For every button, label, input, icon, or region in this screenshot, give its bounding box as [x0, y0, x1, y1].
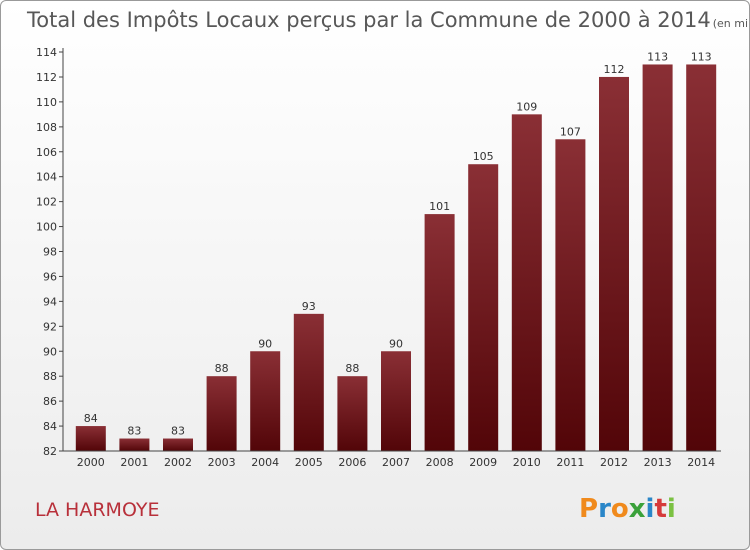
bar	[381, 351, 411, 451]
bar	[599, 76, 629, 451]
y-tick-label: 84	[43, 420, 57, 433]
bar-value-label: 109	[516, 100, 537, 113]
bar-value-label: 90	[389, 337, 403, 350]
logo-letter: t	[654, 494, 666, 524]
bar	[293, 313, 324, 451]
bar-value-label: 84	[84, 412, 98, 425]
y-tick-label: 110	[36, 96, 57, 109]
bar	[686, 64, 717, 451]
bar	[337, 376, 368, 451]
bar-value-label: 83	[171, 425, 185, 438]
x-tick-label: 2002	[164, 456, 192, 469]
x-tick-label: 2004	[251, 456, 279, 469]
y-tick-label: 94	[43, 295, 57, 308]
y-tick-label: 112	[36, 71, 57, 84]
bar-value-label: 105	[473, 150, 494, 163]
y-tick-label: 114	[36, 46, 57, 59]
bar	[468, 164, 499, 451]
bar	[511, 114, 542, 451]
bar-value-label: 101	[429, 200, 450, 213]
bar-value-label: 88	[215, 362, 229, 375]
logo-letter: r	[598, 494, 611, 524]
bar	[163, 438, 193, 451]
commune-name: LA HARMOYE	[35, 499, 159, 521]
x-tick-label: 2007	[382, 456, 410, 469]
x-tick-label: 2012	[600, 456, 628, 469]
bar-value-label: 112	[604, 63, 625, 76]
y-axis: 82 84 86 88 90 92 94 96 98 100 102 104 106 108 110 112 1…	[36, 46, 64, 458]
bar	[250, 351, 281, 451]
x-tick-label: 2005	[295, 456, 323, 469]
bar	[555, 139, 586, 451]
y-tick-label: 96	[43, 270, 57, 283]
chart-title-unit: (en milliers d'€)	[713, 17, 749, 30]
x-tick-label: 2003	[208, 456, 236, 469]
bar-value-label: 113	[691, 50, 712, 63]
bars: 84 83 83 88 90 93 88 90 101 105 109 107 112 113 113	[75, 50, 717, 451]
logo-letter: i	[646, 494, 655, 524]
logo-letter: i	[667, 494, 676, 524]
y-tick-label: 86	[43, 395, 57, 408]
y-tick-label: 98	[43, 246, 57, 259]
bar-value-label: 90	[258, 337, 272, 350]
x-axis: 2000 2001 2002 2003 2004 2005 2006 2007 2008 2009…	[63, 450, 721, 469]
chart-title-main: Total des Impôts Locaux perçus par la Co…	[26, 8, 711, 32]
y-tick-label: 104	[36, 171, 57, 184]
y-tick-label: 108	[36, 121, 57, 134]
x-tick-label: 2010	[513, 456, 541, 469]
bar	[119, 438, 150, 451]
chart-title: Total des Impôts Locaux perçus par la Co…	[26, 8, 749, 32]
x-tick-label: 2001	[120, 456, 148, 469]
y-tick-label: 82	[43, 445, 57, 458]
logo-letter: x	[629, 494, 646, 524]
bar-value-label: 107	[560, 125, 581, 138]
bar	[206, 376, 237, 451]
logo-letter: P	[579, 494, 598, 524]
bar-value-label: 113	[647, 50, 668, 63]
y-tick-label: 92	[43, 320, 57, 333]
x-tick-label: 2009	[469, 456, 497, 469]
y-tick-label: 90	[43, 345, 57, 358]
bar-value-label: 93	[302, 300, 316, 313]
x-tick-label: 2011	[556, 456, 584, 469]
proxiti-logo[interactable]: Proxiti	[579, 494, 676, 524]
x-tick-label: 2013	[644, 456, 672, 469]
x-tick-label: 2008	[426, 456, 454, 469]
bar	[424, 214, 455, 451]
bar	[642, 64, 673, 451]
y-tick-label: 102	[36, 196, 57, 209]
logo-letter: o	[611, 494, 629, 524]
y-tick-label: 100	[36, 221, 57, 234]
x-tick-label: 2014	[687, 456, 715, 469]
x-tick-label: 2000	[77, 456, 105, 469]
y-tick-label: 106	[36, 146, 57, 159]
bar	[75, 426, 106, 451]
bar-value-label: 88	[345, 362, 359, 375]
bar-value-label: 83	[127, 425, 141, 438]
x-tick-label: 2006	[338, 456, 366, 469]
y-tick-label: 88	[43, 370, 57, 383]
